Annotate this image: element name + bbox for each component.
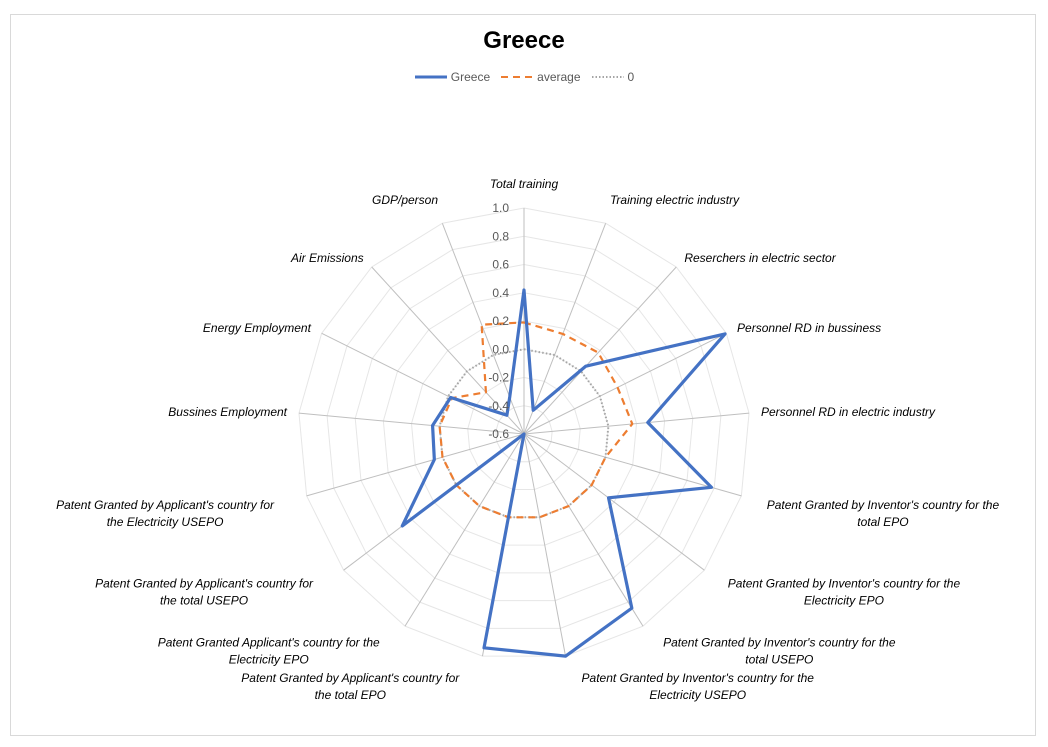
axis-spoke [298, 412, 525, 435]
legend-item-average: average [500, 70, 581, 84]
axis-spoke [523, 266, 677, 435]
category-label-line: the Electricity USEPO [107, 515, 224, 529]
category-label-line: Electricity EPO [229, 652, 309, 666]
category-label-line: Total training [490, 177, 559, 191]
axis-spoke [523, 332, 727, 435]
axis-spoke [404, 433, 525, 627]
category-label-line: Patent Granted by Applicant's country fo… [241, 671, 460, 685]
grid-ring [354, 263, 694, 602]
legend-swatch-average [501, 76, 534, 78]
category-label: Patent Granted by Applicant's country fo… [56, 498, 275, 529]
category-label-line: Personnel RD in electric industry [761, 405, 936, 419]
category-label: Patent Granted Applicant's country for t… [158, 635, 380, 666]
tick-label: -0.2 [488, 371, 509, 385]
category-label-line: Patent Granted by Inventor's country for… [582, 671, 815, 685]
category-label-line: Energy Employment [203, 321, 312, 335]
axis-spoke [321, 332, 525, 435]
legend-swatch-greece [414, 75, 447, 79]
axis-spoke [441, 223, 525, 435]
category-label: Energy Employment [203, 321, 312, 335]
category-label: Patent Granted by Inventor's country for… [582, 671, 815, 702]
category-label-line: Electricity EPO [804, 593, 884, 607]
tick-label: 0.4 [492, 286, 509, 300]
axis-spoke [523, 412, 750, 435]
tick-label: 0.2 [492, 314, 509, 328]
grid-ring [298, 207, 750, 657]
category-label: Total training [490, 177, 559, 191]
legend-item-zero: 0 [591, 70, 635, 84]
legend-item-greece: Greece [414, 70, 490, 84]
tick-label: -0.6 [488, 427, 509, 441]
category-label: Bussines Employment [168, 405, 287, 419]
category-label-line: total EPO [857, 515, 908, 529]
axis-spoke [523, 433, 567, 657]
category-label-line: the total EPO [315, 688, 386, 702]
category-label-line: Electricity USEPO [649, 688, 746, 702]
category-label: Patent Granted by Inventor's country for… [663, 635, 896, 666]
category-label: Patent Granted by Inventor's country for… [767, 498, 1000, 529]
category-label: Patent Granted by Inventor's country for… [728, 576, 961, 607]
category-label-line: Air Emissions [290, 251, 364, 265]
axis-spoke [306, 433, 525, 497]
series-line-greece [400, 288, 727, 658]
legend-label-average: average [537, 70, 581, 84]
category-label: Reserchers in electric sector [684, 251, 836, 265]
category-label-line: total USEPO [745, 652, 813, 666]
grid-ring [410, 320, 638, 546]
category-label-line: GDP/person [372, 193, 438, 207]
category-label-line: Patent Granted Applicant's country for t… [158, 635, 380, 649]
tick-label: 0.6 [492, 258, 509, 272]
category-label-line: Bussines Employment [168, 405, 287, 419]
category-label-line: Patent Granted by Applicant's country fo… [56, 498, 275, 512]
legend-label-greece: Greece [450, 70, 491, 84]
tick-label: 0.0 [492, 342, 509, 356]
category-label: Patent Granted by Applicant's country fo… [95, 576, 314, 607]
axis-spoke [523, 433, 742, 497]
category-label-line: Training electric industry [610, 193, 740, 207]
axis-spoke [523, 433, 705, 571]
axis-spoke [371, 266, 525, 435]
category-label: Air Emissions [290, 251, 364, 265]
category-label: GDP/person [372, 193, 438, 207]
tick-label: 0.8 [492, 229, 509, 243]
category-label-line: Patent Granted by Inventor's country for… [728, 576, 961, 590]
category-label-line: Reserchers in electric sector [684, 251, 836, 265]
category-label-line: Patent Granted by Inventor's country for… [663, 635, 896, 649]
legend-label-zero: 0 [627, 70, 635, 84]
chart-frame [10, 14, 1036, 736]
category-label-line: Personnel RD in bussiness [737, 321, 881, 335]
chart-title: Greece [483, 27, 565, 54]
axis-spoke [523, 223, 607, 435]
category-label: Training electric industry [610, 193, 740, 207]
category-label-line: Patent Granted by Inventor's country for… [767, 498, 1000, 512]
grid-ring [495, 405, 553, 463]
category-label: Patent Granted by Applicant's country fo… [241, 671, 460, 702]
category-label-line: Patent Granted by Applicant's country fo… [95, 576, 314, 590]
grid-ring [326, 235, 722, 629]
series-line-average [438, 321, 634, 519]
axis-spoke [523, 433, 644, 627]
grid-ring [382, 292, 666, 574]
legend: Greece average 0 [0, 70, 1048, 84]
tick-label: 1.0 [492, 201, 509, 215]
category-label: Personnel RD in electric industry [761, 405, 936, 419]
series-line-zero [438, 348, 610, 519]
tick-label: -0.4 [488, 399, 509, 413]
category-label: Personnel RD in bussiness [737, 321, 881, 335]
category-label-line: the total USEPO [160, 593, 248, 607]
